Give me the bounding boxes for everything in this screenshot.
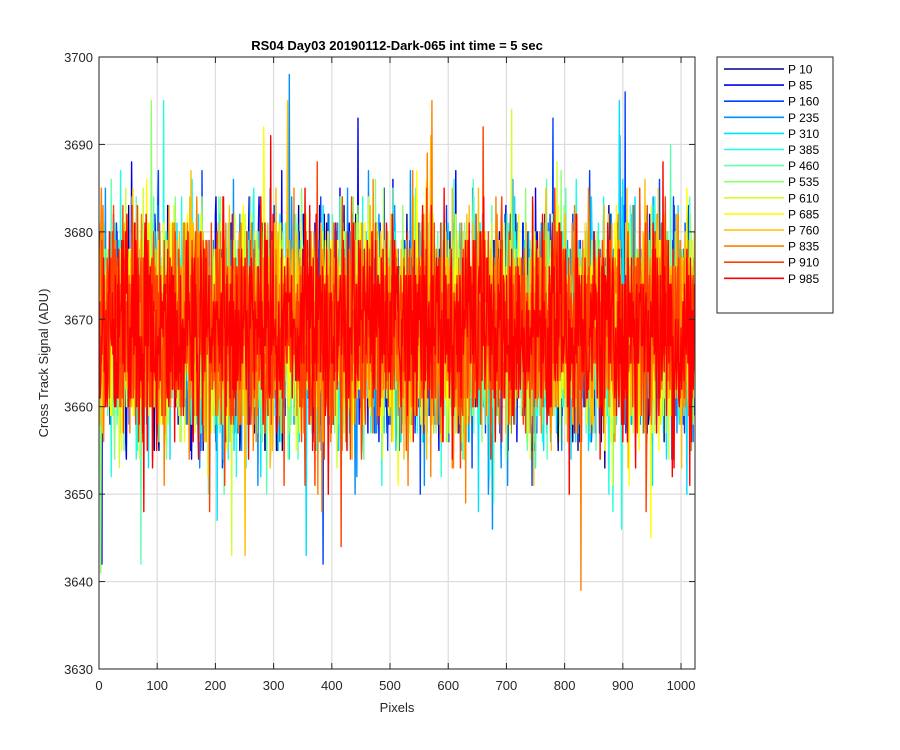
plot-frame [98,56,696,670]
legend-label: P 610 [788,191,819,205]
legend-label: P 835 [788,240,819,254]
y-tick-label: 3680 [64,225,93,240]
x-tick-label: 1000 [667,678,696,693]
y-tick-label: 3660 [64,400,93,415]
x-tick-label: 200 [205,678,227,693]
series-layer [99,73,695,592]
legend-label: P 535 [788,175,819,189]
x-tick-label: 700 [496,678,518,693]
axis-ticks: 0 100 200 300 400 500 600 700 800 900 1000 3630 3640… [64,50,695,693]
y-tick-label: 3670 [64,312,93,327]
legend-label: P 10 [788,63,813,77]
legend-label: P 160 [788,95,819,109]
legend-box [716,56,834,314]
legend-label: P 460 [788,159,819,173]
legend-label: P 685 [788,207,819,221]
chart-title: RS04 Day03 20190112-Dark-065 int time = … [251,38,543,53]
legend-label: P 385 [788,143,819,157]
y-tick-label: 3690 [64,137,93,152]
x-tick-label: 300 [263,678,285,693]
series-line-p985 [99,134,695,513]
x-tick-label: 100 [146,678,168,693]
x-tick-label: 400 [321,678,343,693]
x-tick-label: 500 [379,678,401,693]
legend-label: P 985 [788,272,819,286]
y-tick-label: 3640 [64,575,93,590]
legend[interactable]: P 10 P 85 P 160 P 235 P 310 P 385 P 460 P 535 P … [716,56,834,314]
x-tick-label: 600 [437,678,459,693]
y-tick-label: 3650 [64,487,93,502]
x-tick-label: 800 [554,678,576,693]
series-line-p910 [99,126,695,548]
y-tick-label: 3700 [64,50,93,65]
legend-label: P 310 [788,127,819,141]
y-tick-label: 3630 [64,662,93,677]
legend-label: P 760 [788,224,819,238]
legend-label: P 910 [788,256,819,270]
x-tick-label: 900 [612,678,634,693]
legend-label: P 235 [788,111,819,125]
x-axis-label: Pixels [380,700,415,715]
y-axis-label: Cross Track Signal (ADU) [36,289,51,438]
legend-label: P 85 [788,79,813,93]
x-tick-label: 0 [95,678,102,693]
